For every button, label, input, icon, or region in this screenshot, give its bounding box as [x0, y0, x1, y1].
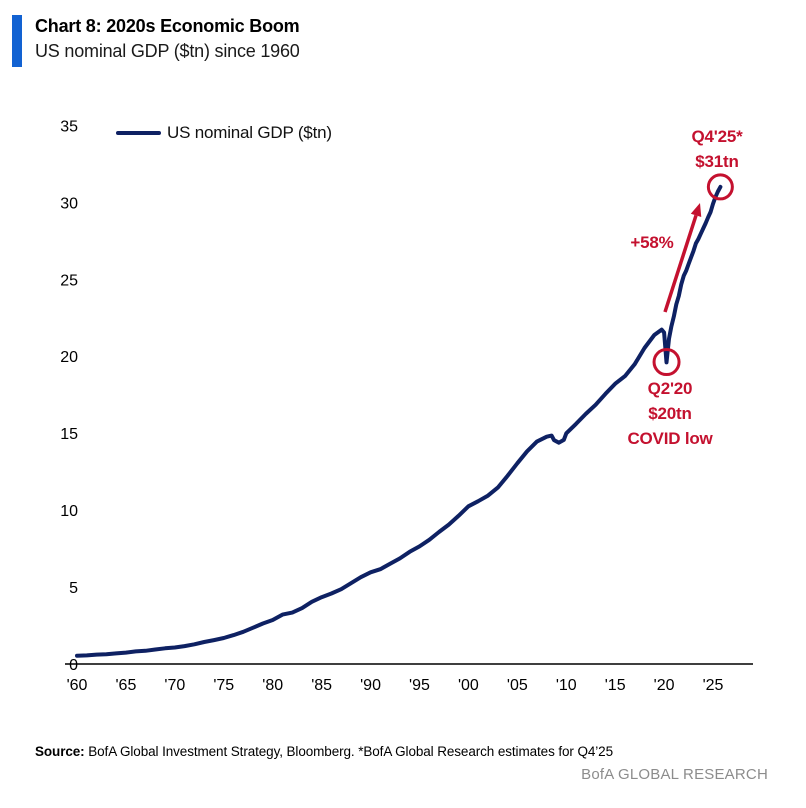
x-tick-label: '70: [164, 677, 185, 694]
x-tick-label: '80: [262, 677, 283, 694]
covid-low-circle: [652, 348, 681, 377]
accent-bar: [12, 15, 22, 67]
annotation-covid-line3: COVID low: [627, 429, 713, 448]
x-tick-label: '75: [213, 677, 234, 694]
source-text: BofA Global Investment Strategy, Bloombe…: [84, 744, 613, 759]
source-label: Source:: [35, 744, 85, 759]
y-tick-label: 30: [60, 195, 78, 212]
growth-arrow-shaft: [663, 214, 698, 313]
legend-line-swatch: [116, 131, 161, 135]
x-tick-label: '25: [703, 677, 724, 694]
y-tick-label: 15: [60, 426, 78, 443]
y-tick-label: 5: [69, 580, 78, 597]
x-tick-label: '00: [458, 677, 479, 694]
chart-subtitle: US nominal GDP ($tn) since 1960: [35, 41, 300, 61]
x-tick-label: '05: [507, 677, 528, 694]
legend: US nominal GDP ($tn): [116, 123, 332, 143]
bofa-global-research-wordmark: BofA GLOBAL RESEARCH: [581, 766, 768, 783]
y-tick-label: 0: [69, 657, 78, 674]
annotation-growth-pct: +58%: [630, 233, 674, 252]
q425-circle: [706, 173, 734, 201]
annotation-q425-line2: $31tn: [695, 152, 739, 171]
annotation-q425: Q4'25* $31tn: [691, 124, 742, 174]
gdp-line: [75, 184, 723, 658]
annotation-covid-line1: Q2'20: [647, 379, 693, 398]
chart-title: Chart 8: 2020s Economic Boom: [35, 16, 300, 36]
annotation-covid-low: Q2'20 $20tn COVID low: [627, 376, 712, 451]
y-tick-label: 25: [60, 272, 78, 289]
x-tick-label: '90: [360, 677, 381, 694]
y-tick-label: 35: [60, 118, 78, 135]
growth-arrow-head: [690, 203, 702, 218]
x-tick-label: '65: [115, 677, 136, 694]
x-tick-label: '60: [67, 677, 88, 694]
annotation-q425-line1: Q4'25*: [691, 127, 743, 146]
annotation-covid-line2: $20tn: [648, 404, 692, 423]
legend-label: US nominal GDP ($tn): [167, 123, 332, 142]
y-tick-label: 20: [60, 349, 78, 366]
y-tick-label: 10: [60, 503, 78, 520]
x-tick-label: '10: [556, 677, 577, 694]
x-tick-label: '15: [605, 677, 626, 694]
x-tick-label: '85: [311, 677, 332, 694]
source-note: Source: BofA Global Investment Strategy,…: [35, 744, 613, 759]
x-tick-label: '95: [409, 677, 430, 694]
x-tick-label: '20: [654, 677, 675, 694]
